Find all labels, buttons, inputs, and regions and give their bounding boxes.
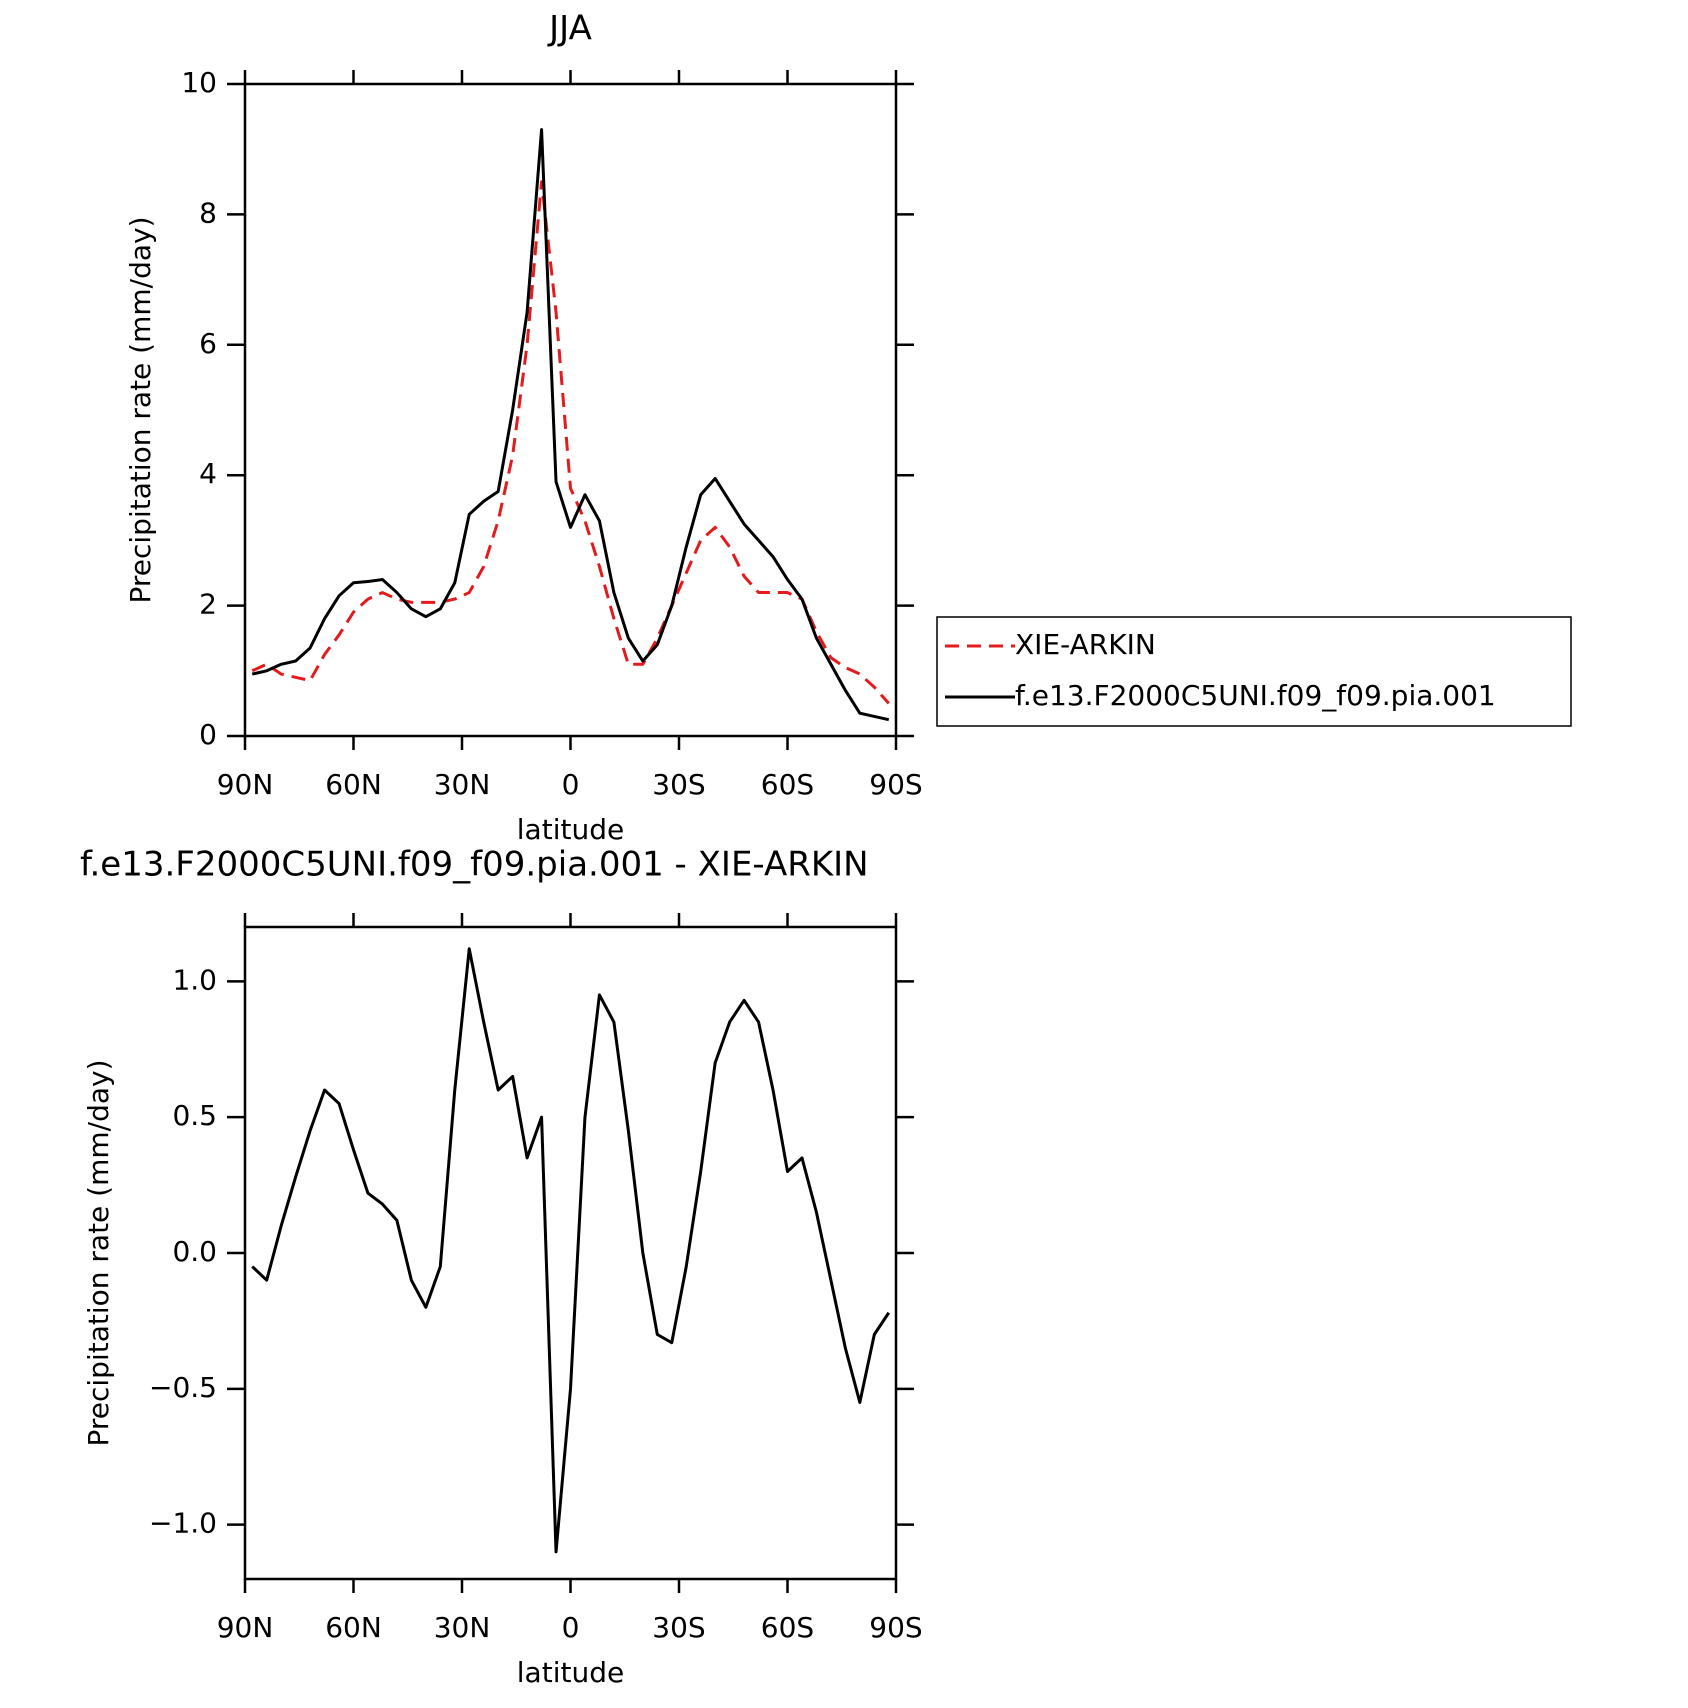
x-tick-label: 30S bbox=[652, 768, 705, 801]
x-tick-label: 60N bbox=[325, 1611, 382, 1644]
x-tick-label: 90N bbox=[217, 768, 274, 801]
y-axis-label: Precipitation rate (mm/day) bbox=[124, 216, 157, 603]
legend-box bbox=[936, 616, 1572, 727]
legend-label: XIE-ARKIN bbox=[1015, 628, 1156, 661]
y-tick-label: 2 bbox=[199, 588, 217, 621]
x-tick-label: 90N bbox=[217, 1611, 274, 1644]
y-axis-label: Precipitation rate (mm/day) bbox=[82, 1059, 115, 1446]
x-tick-label: 30S bbox=[652, 1611, 705, 1644]
y-tick-label: 1.0 bbox=[172, 963, 217, 996]
y-tick-label: 0.0 bbox=[172, 1235, 217, 1268]
y-tick-label: 10 bbox=[181, 66, 217, 99]
y-tick-label: −0.5 bbox=[149, 1371, 217, 1404]
x-tick-label: 60S bbox=[761, 1611, 814, 1644]
x-axis-label: latitude bbox=[517, 813, 624, 846]
data-line bbox=[251, 180, 890, 705]
x-axis-label: latitude bbox=[517, 1656, 624, 1689]
data-line bbox=[251, 128, 890, 722]
plot-frame bbox=[243, 925, 898, 1581]
y-tick-label: 8 bbox=[199, 196, 217, 229]
x-tick-label: 90S bbox=[869, 1611, 922, 1644]
x-tick-label: 0 bbox=[562, 1611, 580, 1644]
chart-title: f.e13.F2000C5UNI.f09_f09.pia.001 - XIE-A… bbox=[80, 845, 869, 885]
y-tick-label: 6 bbox=[199, 327, 217, 360]
chart-title: JJA bbox=[547, 9, 592, 49]
data-line bbox=[251, 947, 891, 1554]
y-tick-label: 0 bbox=[199, 718, 217, 751]
x-tick-label: 60S bbox=[761, 768, 814, 801]
x-tick-label: 30N bbox=[434, 1611, 491, 1644]
x-tick-label: 0 bbox=[562, 768, 580, 801]
y-tick-label: −1.0 bbox=[149, 1507, 217, 1540]
y-tick-label: 4 bbox=[199, 457, 217, 490]
legend-label: f.e13.F2000C5UNI.f09_f09.pia.001 bbox=[1015, 679, 1496, 712]
x-tick-label: 90S bbox=[869, 768, 922, 801]
y-tick-label: 0.5 bbox=[172, 1099, 217, 1132]
x-tick-label: 30N bbox=[434, 768, 491, 801]
x-tick-label: 60N bbox=[325, 768, 382, 801]
plot-frame bbox=[243, 82, 898, 738]
